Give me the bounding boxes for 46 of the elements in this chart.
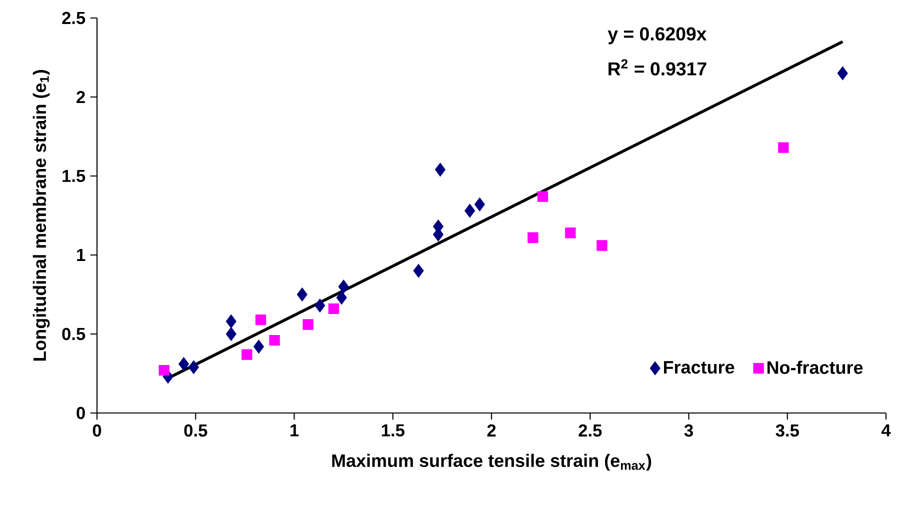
y-tick-label: 0	[76, 406, 85, 420]
point	[528, 232, 538, 243]
point	[158, 365, 170, 376]
point	[537, 191, 548, 202]
x-tick-label: 2.5	[578, 424, 602, 437]
point	[464, 204, 476, 218]
x-tick-label: 0.5	[184, 424, 208, 437]
point	[837, 66, 848, 80]
point	[474, 198, 485, 212]
y-axis-title: Longitudinal membrane strain (e$_{1}$)	[32, 70, 50, 361]
point	[226, 314, 236, 328]
y-tick-label: 1.5	[62, 170, 86, 182]
point	[434, 162, 446, 177]
legend-label: No-fracture	[767, 360, 863, 374]
x-tick-label: 1.5	[382, 424, 404, 436]
point	[178, 357, 190, 371]
x-tick-label: 4	[881, 424, 891, 436]
annotation: R$^{2}$ = 0.9317	[608, 59, 706, 76]
point	[778, 142, 789, 153]
point	[242, 349, 252, 360]
point	[188, 360, 199, 374]
x-tick-label: 3.5	[776, 424, 799, 437]
point	[253, 340, 264, 354]
x-tick-label: 1	[290, 424, 299, 436]
point	[596, 240, 608, 251]
x-tick-label: 0	[92, 424, 102, 437]
point	[314, 298, 326, 312]
y-tick-label: 2.5	[62, 12, 86, 24]
point	[302, 319, 314, 330]
point	[413, 264, 424, 278]
point	[255, 314, 266, 326]
x-tick-label: 2	[487, 424, 496, 436]
y-tick-label: 0.5	[62, 328, 86, 340]
point	[338, 280, 349, 294]
x-axis-title: Maximum surface tensile strain (e$_{max}$)	[332, 454, 652, 471]
point	[269, 334, 280, 346]
point	[565, 228, 576, 238]
y-tick-label: 1	[77, 249, 86, 261]
annotation: y = 0.6209x	[608, 27, 707, 44]
x-tick-label: 3	[684, 424, 693, 437]
y-tick-label: 2	[76, 90, 85, 104]
point	[226, 327, 236, 341]
point	[328, 303, 340, 314]
point	[296, 288, 308, 302]
point	[336, 290, 347, 305]
legend-label: Fracture	[664, 361, 734, 374]
